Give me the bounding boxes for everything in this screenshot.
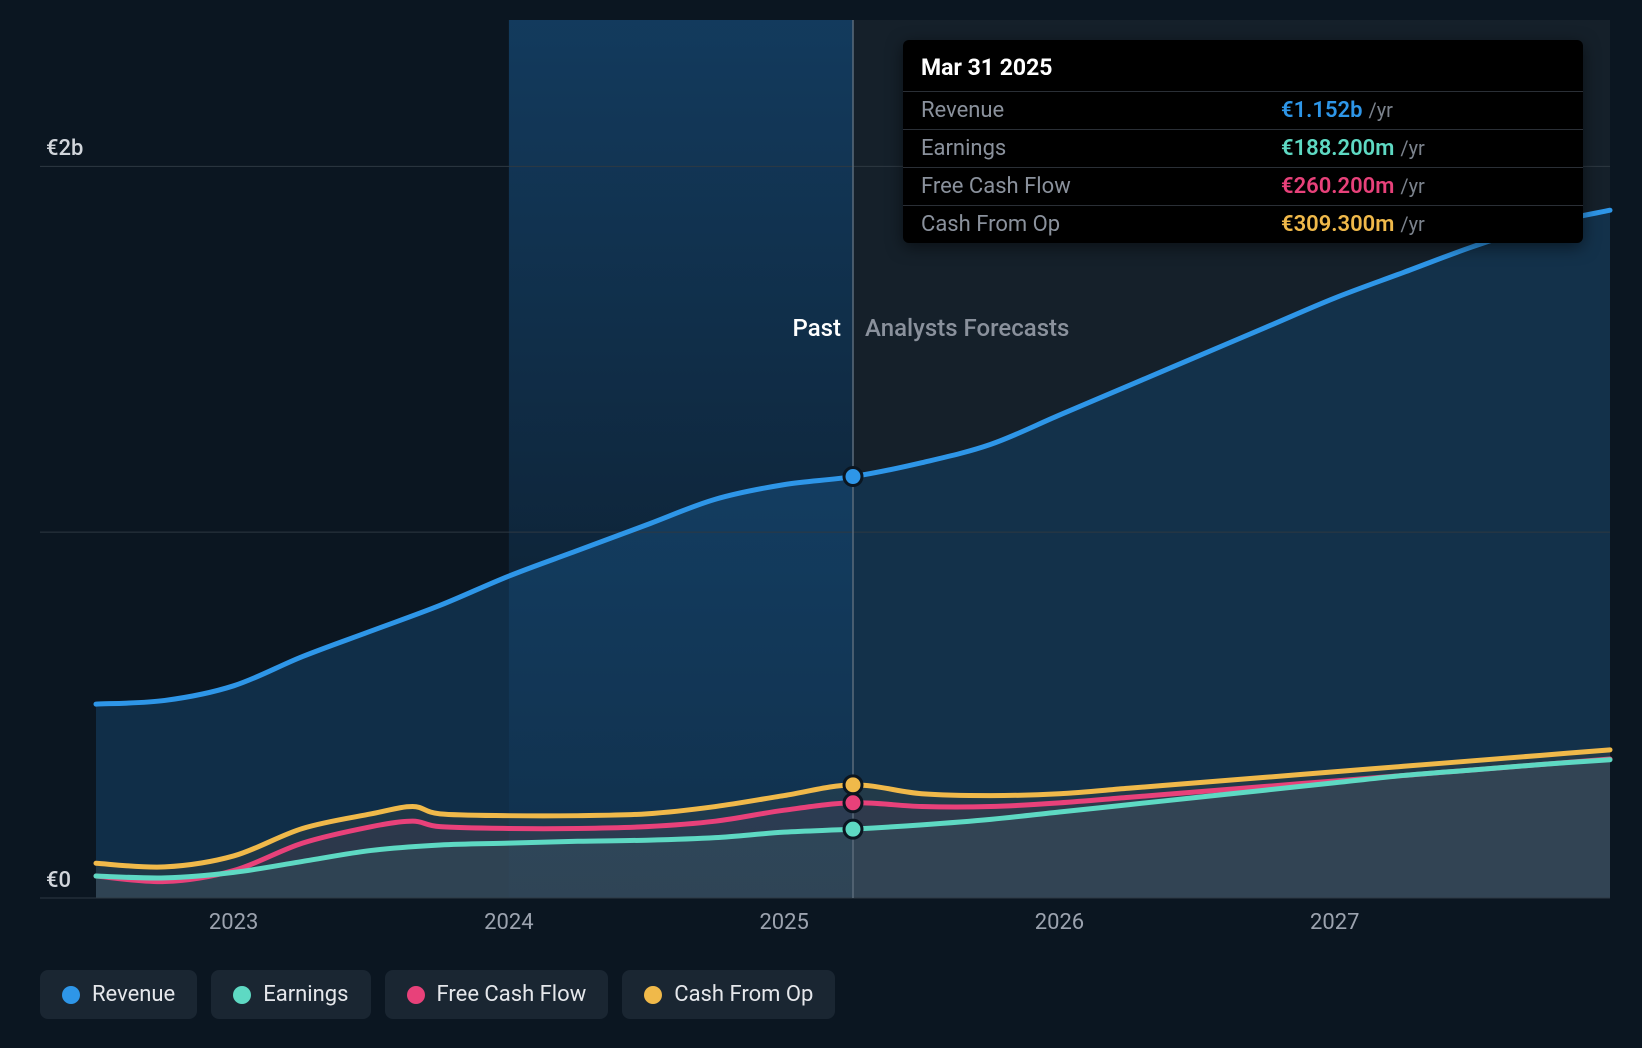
- legend-swatch: [407, 986, 425, 1004]
- legend: Revenue Earnings Free Cash Flow Cash From O…: [40, 970, 835, 1019]
- legend-label: Earnings: [263, 982, 348, 1007]
- tooltip-title: Mar 31 2025: [903, 50, 1583, 91]
- legend-label: Cash From Op: [674, 982, 813, 1007]
- x-tick-label: 2024: [484, 910, 533, 935]
- marker-revenue: [844, 468, 862, 486]
- financial-forecast-chart[interactable]: €0 €2b 2023 2024 2025 2026 2027 Past Analysts…: [0, 0, 1642, 1048]
- tooltip-row: Free Cash Flow€260.200m/yr: [903, 167, 1583, 205]
- marker-free_cash_flow: [844, 794, 862, 812]
- tooltip-row-label: Earnings: [921, 136, 1281, 161]
- marker-earnings: [844, 820, 862, 838]
- tooltip-row-value: €309.300m: [1281, 212, 1394, 237]
- tooltip-row-value: €1.152b: [1281, 98, 1362, 123]
- legend-swatch: [62, 986, 80, 1004]
- tooltip-row-label: Free Cash Flow: [921, 174, 1281, 199]
- legend-label: Free Cash Flow: [437, 982, 587, 1007]
- x-tick-label: 2026: [1035, 910, 1084, 935]
- y-tick-label: €2b: [46, 136, 83, 161]
- tooltip-row-unit: /yr: [1400, 174, 1425, 198]
- label-past: Past: [793, 314, 841, 342]
- tooltip-row-unit: /yr: [1400, 212, 1425, 236]
- tooltip-row-unit: /yr: [1400, 136, 1425, 160]
- legend-item-earnings[interactable]: Earnings: [211, 970, 370, 1019]
- tooltip-row: Revenue€1.152b/yr: [903, 91, 1583, 129]
- x-tick-label: 2025: [759, 910, 808, 935]
- tooltip-row-unit: /yr: [1368, 98, 1393, 122]
- tooltip-row: Earnings€188.200m/yr: [903, 129, 1583, 167]
- marker-cash_from_op: [844, 776, 862, 794]
- x-tick-label: 2027: [1310, 910, 1359, 935]
- hover-tooltip: Mar 31 2025 Revenue€1.152b/yrEarnings€18…: [903, 40, 1583, 243]
- x-tick-label: 2023: [209, 910, 258, 935]
- tooltip-row-value: €260.200m: [1281, 174, 1394, 199]
- legend-item-free-cash-flow[interactable]: Free Cash Flow: [385, 970, 609, 1019]
- tooltip-row: Cash From Op€309.300m/yr: [903, 205, 1583, 243]
- tooltip-row-label: Cash From Op: [921, 212, 1281, 237]
- legend-swatch: [644, 986, 662, 1004]
- legend-item-revenue[interactable]: Revenue: [40, 970, 197, 1019]
- y-tick-label: €0: [46, 868, 71, 893]
- legend-label: Revenue: [92, 982, 175, 1007]
- legend-swatch: [233, 986, 251, 1004]
- label-forecast: Analysts Forecasts: [865, 314, 1069, 342]
- legend-item-cash-from-op[interactable]: Cash From Op: [622, 970, 835, 1019]
- tooltip-row-label: Revenue: [921, 98, 1281, 123]
- tooltip-row-value: €188.200m: [1281, 136, 1394, 161]
